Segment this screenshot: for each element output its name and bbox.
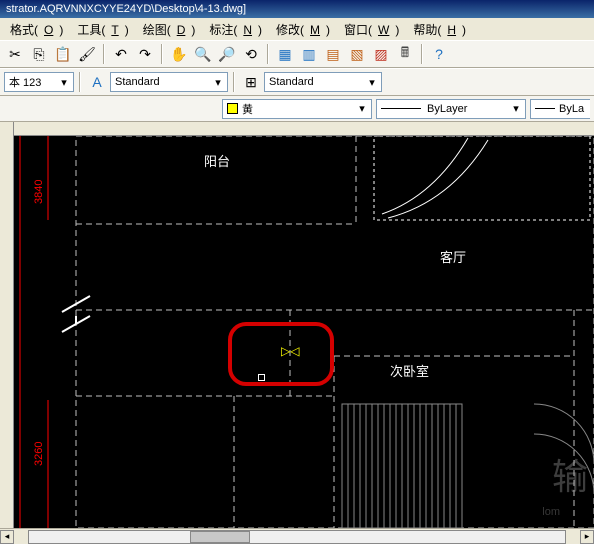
sheetset-icon[interactable]: ▧ (346, 43, 368, 65)
zoom-window-icon[interactable]: 🔎 (216, 43, 238, 65)
separator (161, 44, 163, 64)
lineweight-combo[interactable]: ByLa (530, 99, 590, 119)
menu-modify[interactable]: 修改(M) (270, 19, 336, 40)
color-swatch (227, 103, 238, 114)
separator (233, 72, 235, 92)
scroll-right-icon[interactable]: ▸ (580, 530, 594, 544)
designcenter-icon[interactable]: ▥ (298, 43, 320, 65)
dropdown-icon[interactable]: ▾ (57, 76, 71, 89)
ruler-left (0, 122, 14, 528)
label-bedroom: 次卧室 (390, 364, 429, 379)
label-living: 客厅 (440, 250, 466, 265)
grip-handle[interactable] (258, 374, 265, 381)
linewt-preview (535, 108, 555, 109)
scroll-track[interactable] (28, 530, 566, 544)
toolbar-layer: 黄 ▾ ByLayer ▾ ByLa (0, 96, 594, 122)
menu-window[interactable]: 窗口(W) (338, 19, 405, 40)
menu-bar: 格式(O) 工具(T) 绘图(D) 标注(N) 修改(M) 窗口(W) 帮助(H… (0, 18, 594, 40)
menu-draw[interactable]: 绘图(D) (137, 19, 202, 40)
menu-dimension[interactable]: 标注(N) (203, 19, 268, 40)
menu-tools[interactable]: 工具(T) (71, 19, 134, 40)
dropdown-icon[interactable]: ▾ (365, 76, 379, 89)
floorplan-drawing: 11140 3840 3260 (14, 136, 594, 528)
menu-help[interactable]: 帮助(H) (407, 19, 472, 40)
zoom-prev-icon[interactable]: ⟲ (240, 43, 262, 65)
watermark-sub: lom (542, 506, 560, 518)
properties-icon[interactable]: ▦ (274, 43, 296, 65)
toolbar-main: ✂ ⎘ 📋 🖌 ↶ ↷ ✋ 🔍 🔎 ⟲ ▦ ▥ ▤ ▧ ▨ 🖩 ? (0, 40, 594, 68)
undo-icon[interactable]: ↶ (110, 43, 132, 65)
title-bar: strator.AQRVNNXCYYE24YD\Desktop\4-13.dwg… (0, 0, 594, 18)
quickcalc-icon[interactable]: 🖩 (394, 43, 416, 65)
tablestyle-combo[interactable]: Standard ▾ (264, 72, 382, 92)
separator (103, 44, 105, 64)
label-balcony: 阳台 (204, 154, 230, 169)
separator (267, 44, 269, 64)
help-icon[interactable]: ? (428, 43, 450, 65)
zoom-realtime-icon[interactable]: 🔍 (192, 43, 214, 65)
dropdown-icon[interactable]: ▾ (211, 76, 225, 89)
scroll-thumb[interactable] (190, 531, 250, 543)
color-combo[interactable]: 黄 ▾ (222, 99, 372, 119)
separator (79, 72, 81, 92)
dim-3260: 3260 (33, 442, 45, 466)
dropdown-icon[interactable]: ▾ (509, 102, 523, 115)
textstyle-combo[interactable]: 本 123 ▾ (4, 72, 74, 92)
dim-3840: 3840 (33, 180, 45, 204)
linewt-value: ByLa (559, 103, 584, 115)
linetype-combo[interactable]: ByLayer ▾ (376, 99, 526, 119)
tablestyle-icon[interactable]: ⊞ (240, 71, 262, 93)
title-text: strator.AQRVNNXCYYE24YD\Desktop\4-13.dwg… (6, 3, 246, 15)
toolpalette-icon[interactable]: ▤ (322, 43, 344, 65)
ruler-top (0, 122, 594, 136)
linetype-preview (381, 108, 421, 109)
scroll-left-icon[interactable]: ◂ (0, 530, 14, 544)
dropdown-icon[interactable]: ▾ (355, 102, 369, 115)
markup-icon[interactable]: ▨ (370, 43, 392, 65)
redo-icon[interactable]: ↷ (134, 43, 156, 65)
toolbar-styles: 本 123 ▾ A Standard ▾ ⊞ Standard ▾ (0, 68, 594, 96)
separator (421, 44, 423, 64)
scrollbar-horizontal[interactable]: ◂ ▸ (0, 528, 594, 544)
textstyle-value: 本 123 (9, 74, 41, 90)
tablestyle-value: Standard (269, 76, 314, 88)
dim-11140: 11140 (14, 167, 17, 196)
matchprop-icon[interactable]: 🖌 (76, 43, 98, 65)
dimstyle-value: Standard (115, 76, 160, 88)
pan-icon[interactable]: ✋ (168, 43, 190, 65)
drawing-canvas[interactable]: 11140 3840 3260 (0, 122, 594, 528)
paste-icon[interactable]: 📋 (52, 43, 74, 65)
textstyle-icon[interactable]: A (86, 71, 108, 93)
menu-format[interactable]: 格式(O) (4, 19, 69, 40)
linetype-value: ByLayer (427, 103, 467, 115)
dimstyle-combo[interactable]: Standard ▾ (110, 72, 228, 92)
copy-icon[interactable]: ⎘ (28, 43, 50, 65)
color-name: 黄 (242, 101, 253, 117)
cut-icon[interactable]: ✂ (4, 43, 26, 65)
